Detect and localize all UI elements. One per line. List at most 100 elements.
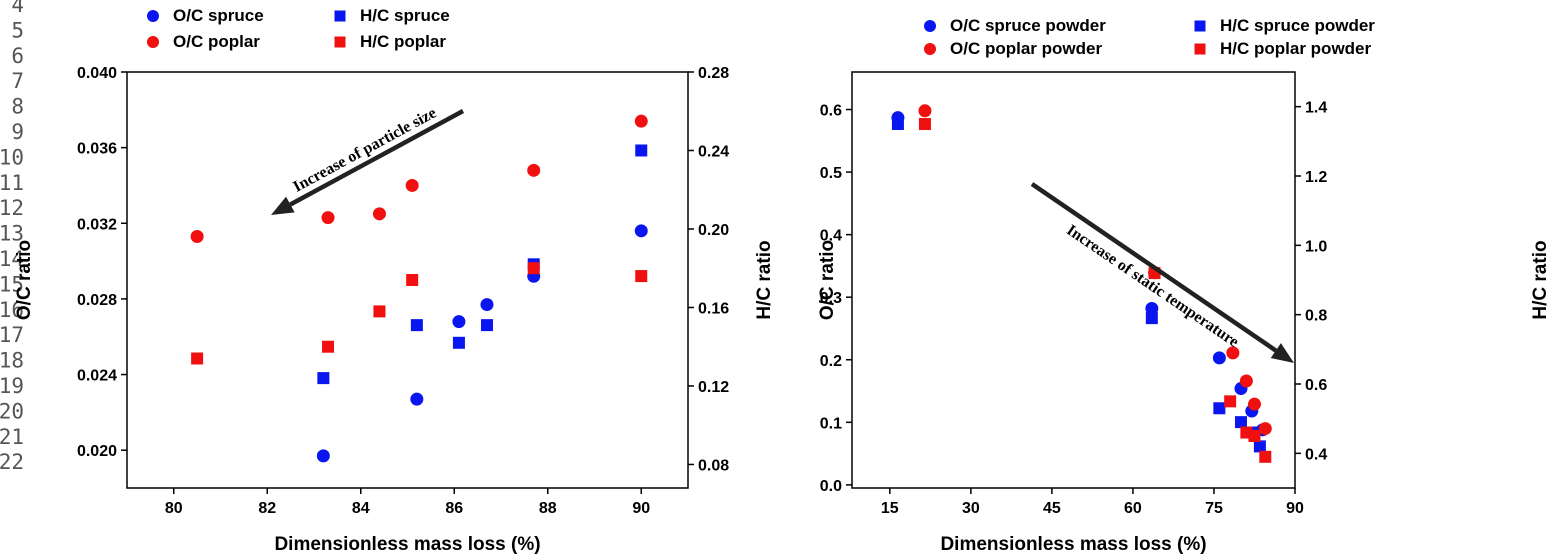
point-h-c-poplar-powder — [1224, 395, 1237, 408]
y2-axis-title: H/C ratio — [1530, 240, 1551, 319]
gutter-number: 8 — [11, 95, 24, 119]
point-h-c-spruce — [452, 336, 465, 349]
y-tick-label: 0.036 — [77, 141, 117, 158]
y2-tick-label: 0.16 — [698, 300, 729, 317]
point-h-c-spruce-powder — [891, 118, 904, 130]
point-h-c-spruce-powder — [1145, 312, 1158, 325]
gutter-number: 19 — [0, 374, 24, 398]
y-tick-label: 0.028 — [77, 292, 117, 309]
point-h-c-poplar-powder — [1259, 450, 1272, 463]
point-o-c-poplar-powder — [1258, 422, 1272, 436]
y2-tick-label: 0.24 — [698, 143, 729, 160]
gutter-number: 22 — [0, 450, 24, 474]
point-h-c-poplar — [527, 262, 540, 275]
plot-frame — [126, 71, 689, 489]
gutter-number: 11 — [0, 171, 24, 195]
legend-marker — [1194, 43, 1206, 55]
point-h-c-poplar-powder — [918, 118, 931, 130]
y2-tick-label: 0.4 — [1305, 446, 1327, 463]
x-tick-label: 82 — [258, 500, 276, 517]
gutter-number: 6 — [11, 44, 24, 68]
point-o-c-poplar — [405, 178, 419, 192]
point-h-c-poplar — [191, 352, 204, 365]
gutter-number: 18 — [0, 349, 24, 373]
point-h-c-spruce-powder — [1253, 440, 1266, 453]
point-o-c-poplar-powder — [918, 104, 932, 118]
legend-label: H/C spruce powder — [1220, 16, 1375, 35]
arrow-head — [271, 196, 295, 215]
point-h-c-spruce-powder — [1213, 402, 1226, 415]
gutter-number: 12 — [0, 196, 24, 220]
legend-label: O/C poplar — [173, 32, 260, 51]
y-tick-label: 0.0 — [820, 478, 842, 495]
point-o-c-poplar — [372, 207, 386, 221]
point-o-c-spruce — [634, 224, 648, 238]
y-tick-label: 0.020 — [77, 443, 117, 460]
point-o-c-spruce — [452, 315, 466, 329]
y-tick-label: 0.4 — [820, 228, 842, 245]
x-tick-label: 88 — [539, 500, 557, 517]
arrow-shaft — [289, 109, 465, 207]
y-tick-label: 0.1 — [820, 415, 842, 432]
point-o-c-spruce — [316, 449, 330, 463]
legend-marker — [1194, 20, 1206, 32]
point-o-c-poplar-powder — [1239, 374, 1253, 388]
point-o-c-spruce — [410, 392, 424, 406]
gutter-number: 13 — [0, 222, 24, 246]
x-tick-label: 86 — [445, 500, 463, 517]
gutter-number: 16 — [0, 298, 24, 322]
gutter-number: 20 — [0, 399, 24, 423]
gutter-number: 9 — [11, 120, 24, 144]
y2-tick-label: 0.12 — [698, 379, 729, 396]
point-h-c-spruce — [635, 144, 648, 157]
legend-label: H/C spruce — [360, 6, 450, 25]
x-tick-label: 80 — [165, 500, 183, 517]
point-o-c-spruce — [480, 298, 494, 312]
arrow-head — [1270, 343, 1294, 363]
point-h-c-poplar — [322, 340, 335, 353]
y-tick-label: 0.2 — [820, 353, 842, 370]
y2-tick-label: 1.4 — [1305, 100, 1327, 117]
y-tick-label: 0.032 — [77, 216, 117, 233]
y2-tick-label: 0.20 — [698, 222, 729, 239]
y2-tick-label: 0.08 — [698, 457, 729, 474]
point-h-c-poplar — [635, 270, 648, 283]
y2-tick-label: 1.2 — [1305, 169, 1327, 186]
gutter-number: 15 — [0, 272, 24, 296]
legend-marker — [147, 36, 159, 48]
y2-tick-label: 1.0 — [1305, 238, 1327, 255]
gutter-number: 4 — [11, 0, 24, 17]
point-o-c-spruce-powder — [1145, 301, 1159, 315]
gutter-number: 21 — [0, 425, 24, 449]
y-axis-title: O/C ratio — [817, 240, 838, 320]
gutter-number: 14 — [0, 247, 24, 271]
legend-label: H/C poplar — [360, 32, 446, 51]
gutter-number: 10 — [0, 145, 24, 169]
gutter-number: 5 — [11, 18, 24, 42]
point-o-c-poplar-powder — [1226, 346, 1240, 360]
chart-static-temperature: 15 30 45 60 75 90 0.0 0.1 0.2 0.3 0.4 0.5 0.6 0.4 0.6 0… — [817, 16, 1551, 554]
y2-axis-title: H/C ratio — [754, 240, 775, 319]
y-tick-label: 0.6 — [820, 103, 842, 120]
x-tick-label: 75 — [1205, 500, 1223, 517]
annotation-text: Increase of static temperature — [1063, 222, 1241, 351]
y2-tick-label: 0.28 — [698, 65, 729, 82]
x-axis-title: Dimensionless mass loss (%) — [274, 534, 540, 554]
legend-marker — [147, 10, 159, 22]
point-h-c-poplar — [406, 274, 419, 286]
y-tick-label: 0.3 — [820, 290, 842, 307]
point-o-c-poplar — [321, 211, 335, 225]
x-tick-label: 90 — [1286, 500, 1304, 517]
plot-frame — [851, 71, 1296, 489]
chart-particle-size: 80 82 84 86 88 900.0200.0240.0280.0320.0360.0… — [14, 6, 775, 554]
point-h-c-spruce — [480, 319, 493, 332]
point-h-c-spruce — [410, 319, 423, 332]
point-o-c-spruce-powder — [1212, 351, 1226, 365]
legend-label: H/C poplar powder — [1220, 39, 1372, 58]
point-h-c-poplar — [373, 305, 386, 318]
point-h-c-poplar-powder — [1248, 430, 1261, 442]
legend-marker — [334, 10, 346, 22]
point-o-c-poplar — [634, 114, 648, 128]
